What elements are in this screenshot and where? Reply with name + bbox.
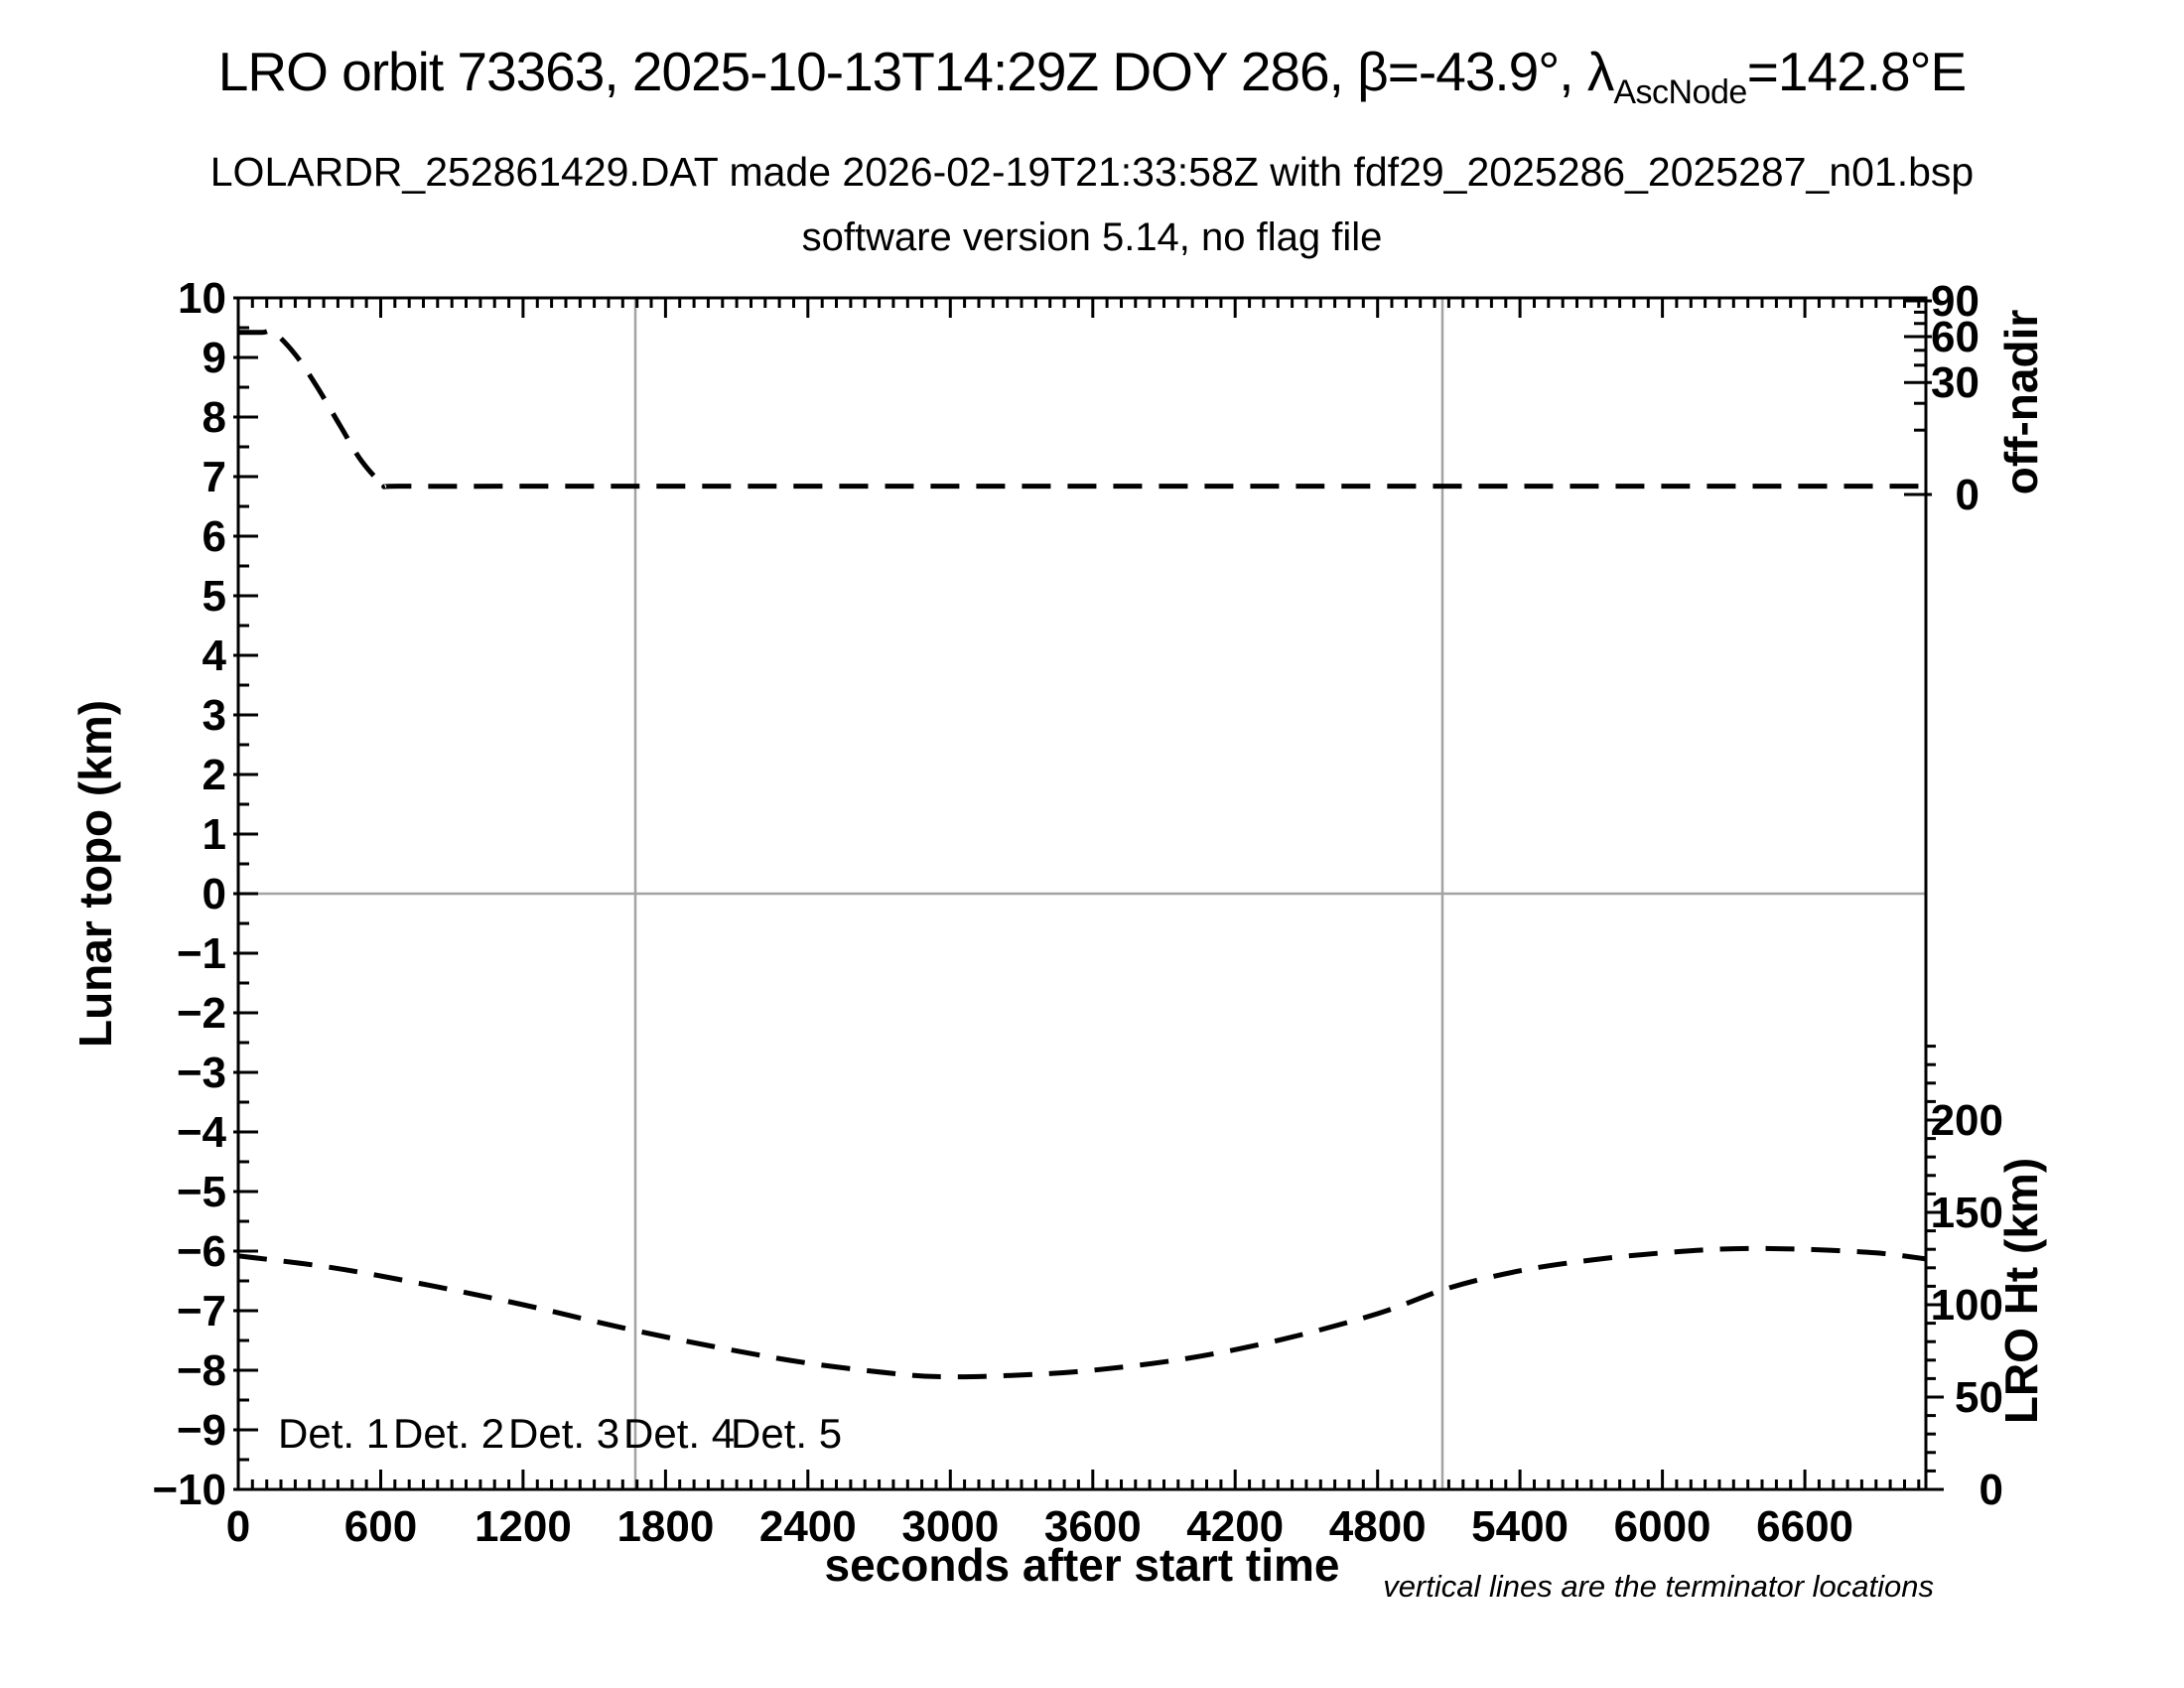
legend-item-det-1: Det. 1: [278, 1410, 389, 1457]
x-tick-label: 4200: [1186, 1502, 1284, 1551]
plot-subtitle-filename: LOLARDR_252861429.DAT made 2026-02-19T21…: [209, 149, 1975, 195]
terminator-footnote: vertical lines are the terminator locati…: [1383, 1569, 1934, 1604]
x-tick-label: 3600: [1044, 1502, 1142, 1551]
x-tick-label: 1200: [475, 1502, 572, 1551]
ht-tick-label: 150: [1931, 1189, 2003, 1237]
plot-title-suffix: =142.8°E: [1746, 41, 1967, 102]
x-tick-label: 6600: [1756, 1502, 1853, 1551]
y-left-tick-label: 9: [203, 334, 226, 382]
y-left-tick-label: 7: [203, 453, 226, 501]
y-left-tick-label: −4: [177, 1108, 227, 1157]
y-left-tick-label: −3: [177, 1049, 226, 1097]
y-left-tick-label: 1: [203, 810, 226, 859]
y-left-tick-label: −9: [177, 1406, 226, 1455]
offnadir-tick-label: 30: [1931, 358, 1979, 407]
x-tick-label: 1800: [616, 1502, 714, 1551]
x-tick-label: 3000: [901, 1502, 999, 1551]
x-tick-label: 5400: [1471, 1502, 1569, 1551]
ht-tick-label: 50: [1955, 1373, 2003, 1422]
plot-title-subscript: AscNode: [1613, 73, 1747, 111]
plot-subtitle-version: software version 5.14, no flag file: [801, 215, 1383, 259]
reference-lines-group: [238, 298, 1926, 1489]
right-bottom-axis-title: LRO Ht (km): [1995, 1158, 2047, 1424]
offnadir-tick-label: 90: [1931, 277, 1979, 326]
y-left-tick-label: −5: [177, 1168, 226, 1216]
left-axis-title: Lunar topo (km): [69, 700, 121, 1048]
x-tick-label: 4800: [1329, 1502, 1427, 1551]
y-left-tick-label: 10: [178, 274, 226, 323]
legend-item-det-3: Det. 3: [508, 1410, 619, 1457]
offnadir-tick-label: 0: [1956, 471, 1979, 519]
plot-title-prefix: LRO orbit 73363, 2025-10-13T14:29Z DOY 2…: [217, 41, 1615, 102]
ht-tick-label: 200: [1931, 1096, 2003, 1145]
legend-item-det-2: Det. 2: [393, 1410, 504, 1457]
curve-off-nadir: [238, 328, 1926, 490]
plot-title: LRO orbit 73363, 2025-10-13T14:29Z DOY 2…: [0, 40, 2184, 111]
data-curves-group: [237, 328, 1926, 1380]
x-axis-title: seconds after start time: [825, 1539, 1340, 1591]
curve-lro-height: [237, 1245, 1926, 1380]
y-left-tick-label: −8: [177, 1346, 226, 1395]
x-tick-label: 600: [344, 1502, 417, 1551]
legend-item-det-4: Det. 4: [623, 1410, 735, 1457]
y-left-tick-label: 3: [203, 691, 226, 740]
ht-tick-label: 100: [1931, 1281, 2003, 1330]
offnadir-tick-label: 60: [1931, 313, 1979, 361]
ht-tick-label: 0: [1979, 1466, 2003, 1514]
y-left-tick-label: 8: [203, 393, 226, 442]
y-left-tick-label: 0: [203, 870, 226, 918]
y-left-tick-label: −10: [152, 1466, 226, 1514]
y-left-tick-label: −1: [177, 929, 226, 978]
right-top-axis-title: off-nadir: [1995, 310, 2047, 495]
x-tick-label: 6000: [1614, 1502, 1711, 1551]
y-left-tick-label: 2: [203, 751, 226, 799]
x-tick-label: 2400: [759, 1502, 857, 1551]
y-left-tick-label: 6: [203, 512, 226, 561]
y-left-tick-label: −2: [177, 989, 226, 1038]
legend-item-det-5: Det. 5: [731, 1410, 842, 1457]
y-left-tick-label: −7: [177, 1287, 226, 1336]
tick-labels-group: 0 600 1200 1800 2400 3000 3600 4200 4800 5400 6000…: [152, 274, 2003, 1551]
ticks-group: [233, 296, 1944, 1491]
y-left-tick-label: 5: [203, 572, 226, 621]
y-left-tick-label: 4: [203, 632, 227, 680]
y-left-tick-label: −6: [177, 1227, 226, 1276]
x-tick-label: 0: [226, 1502, 250, 1551]
